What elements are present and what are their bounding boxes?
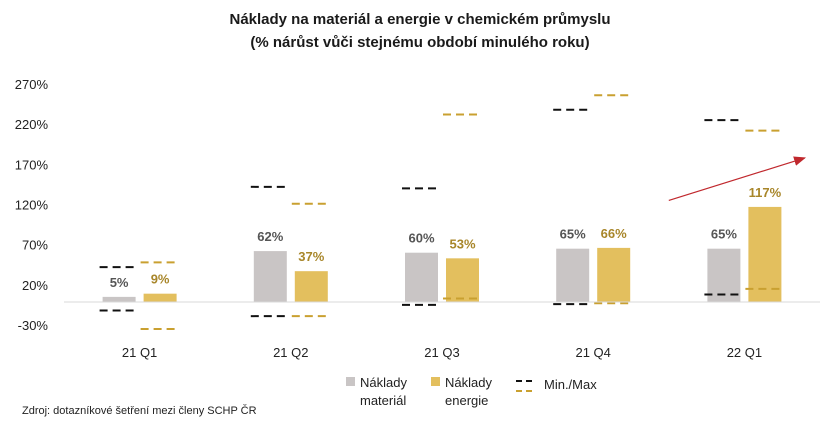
y-tick-label: 70% — [22, 238, 48, 253]
bar — [748, 206, 782, 302]
trend-arrow — [668, 156, 807, 202]
y-tick-label: -30% — [18, 318, 49, 333]
data-label: 37% — [298, 249, 324, 264]
bar — [102, 296, 136, 302]
bar — [253, 251, 287, 302]
legend-swatch-energy — [431, 377, 440, 386]
data-label: 66% — [601, 226, 627, 241]
y-tick-label: 220% — [15, 117, 49, 132]
y-tick-label: 270% — [15, 77, 49, 92]
source-note: Zdroj: dotazníkové šetření mezi členy SC… — [22, 404, 257, 417]
legend-label-energy-line2: energie — [445, 393, 488, 408]
data-label: 5% — [110, 275, 129, 290]
x-tick-label: 22 Q1 — [727, 345, 762, 360]
data-label: 62% — [257, 229, 283, 244]
bar — [143, 293, 177, 302]
legend-label-material-line2: materiál — [360, 393, 406, 408]
data-label: 60% — [408, 231, 434, 246]
y-tick-label: 170% — [15, 157, 49, 172]
x-tick-label: 21 Q2 — [273, 345, 308, 360]
x-tick-label: 21 Q1 — [122, 345, 157, 360]
legend-label-energy-line1: Náklady — [445, 375, 492, 390]
bar — [597, 247, 631, 302]
plot-area: -30% 20% 70% 120% 170% 220% 270% 21 Q1 5% 9% 21 Q2… — [15, 77, 807, 360]
x-tick-label: 21 Q4 — [575, 345, 610, 360]
data-label: 65% — [560, 227, 586, 242]
bar — [405, 252, 438, 302]
legend-swatch-material — [346, 377, 355, 386]
legend-label-minmax: Min./Max — [544, 377, 597, 392]
bar — [556, 248, 590, 302]
data-label: 65% — [711, 227, 737, 242]
legend-label-material-line1: Náklady — [360, 375, 407, 390]
bar — [446, 258, 479, 302]
legend: Náklady materiál Náklady energie Min./Ma… — [346, 375, 597, 408]
chart-title: Náklady na materiál a energie v chemické… — [229, 11, 610, 28]
y-tick-label: 20% — [22, 278, 48, 293]
chart-subtitle: (% nárůst vůči stejnému období minulého … — [250, 34, 589, 51]
bar — [294, 271, 328, 302]
x-tick-label: 21 Q3 — [424, 345, 459, 360]
data-label: 9% — [151, 272, 170, 287]
data-label: 53% — [449, 236, 475, 251]
data-label: 117% — [749, 185, 782, 200]
y-tick-label: 120% — [15, 198, 49, 213]
bar — [707, 248, 741, 302]
